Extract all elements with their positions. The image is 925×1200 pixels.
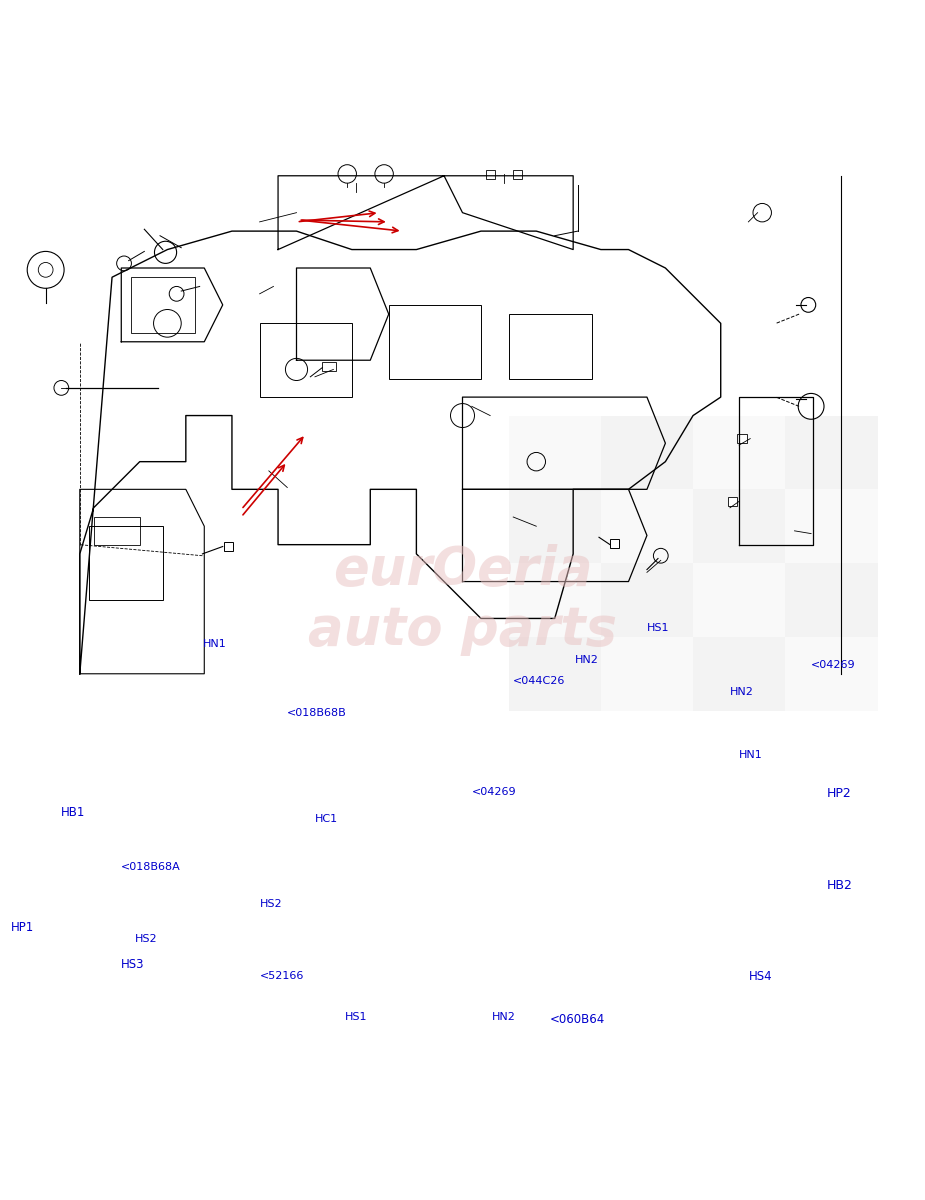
Bar <box>260 323 352 397</box>
Bar <box>509 314 592 379</box>
Text: HS4: HS4 <box>748 970 772 983</box>
Bar <box>224 542 233 551</box>
Text: HS2: HS2 <box>135 935 158 944</box>
Circle shape <box>338 164 356 184</box>
Text: <018B68A: <018B68A <box>121 863 181 872</box>
Text: <04269: <04269 <box>472 787 516 797</box>
Text: <018B68B: <018B68B <box>288 708 347 718</box>
Bar <box>737 434 746 443</box>
Bar <box>601 490 693 563</box>
Text: HN2: HN2 <box>575 655 599 665</box>
Bar <box>693 415 785 490</box>
Text: HS1: HS1 <box>345 1012 368 1022</box>
Bar <box>601 563 693 637</box>
Text: <52166: <52166 <box>260 971 304 982</box>
Bar <box>93 517 140 545</box>
Circle shape <box>27 251 64 288</box>
Circle shape <box>38 263 53 277</box>
Bar <box>130 277 195 332</box>
Bar <box>785 637 878 710</box>
Text: HS2: HS2 <box>260 899 282 910</box>
Bar <box>509 563 601 637</box>
Bar <box>693 637 785 710</box>
Bar <box>513 170 523 180</box>
Bar <box>509 637 601 710</box>
Text: <04269: <04269 <box>811 660 856 670</box>
Bar <box>785 490 878 563</box>
Text: <060B64: <060B64 <box>550 1013 605 1026</box>
Bar <box>601 637 693 710</box>
Text: HN1: HN1 <box>739 750 763 760</box>
Text: HC1: HC1 <box>314 815 338 824</box>
Bar <box>728 497 737 506</box>
Text: HB1: HB1 <box>61 805 86 818</box>
Bar <box>509 490 601 563</box>
Bar <box>509 415 601 490</box>
Bar <box>693 563 785 637</box>
Bar <box>601 415 693 490</box>
Bar <box>785 415 878 490</box>
Text: HN1: HN1 <box>203 640 227 649</box>
Circle shape <box>798 394 824 419</box>
Bar <box>89 527 163 600</box>
Text: HB2: HB2 <box>827 880 853 893</box>
Text: HS1: HS1 <box>647 623 670 632</box>
Text: <044C26: <044C26 <box>513 676 565 686</box>
Text: HP2: HP2 <box>827 787 852 800</box>
Bar <box>388 305 481 379</box>
Bar <box>785 563 878 637</box>
Text: HN2: HN2 <box>730 688 754 697</box>
Bar <box>322 362 336 371</box>
Circle shape <box>375 164 393 184</box>
Text: eurOeria
auto parts: eurOeria auto parts <box>308 544 617 656</box>
Text: HS3: HS3 <box>121 958 144 971</box>
Text: HP1: HP1 <box>10 920 33 934</box>
Circle shape <box>801 298 816 312</box>
Bar <box>486 170 495 180</box>
Text: HN2: HN2 <box>492 1012 516 1022</box>
Bar <box>610 539 619 548</box>
Bar <box>693 490 785 563</box>
Circle shape <box>54 380 68 395</box>
